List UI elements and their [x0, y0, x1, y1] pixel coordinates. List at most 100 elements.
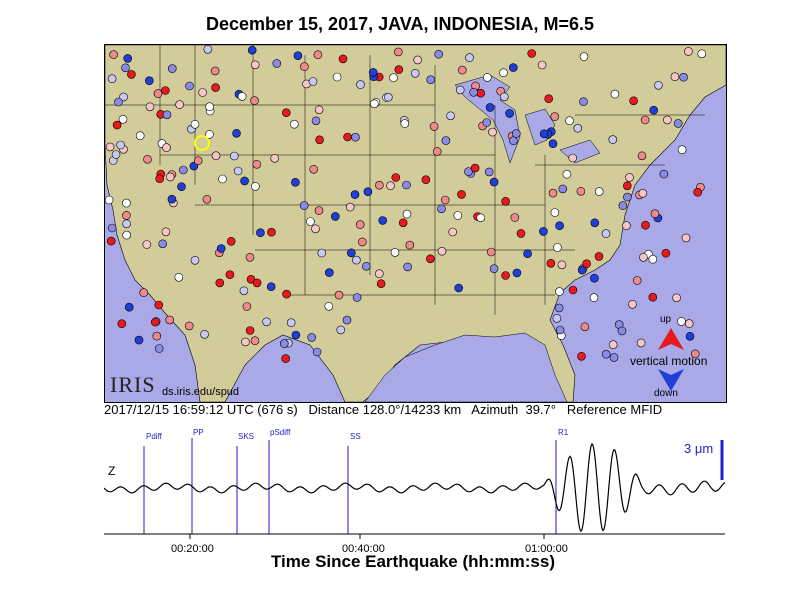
station-marker[interactable]	[552, 313, 562, 323]
station-marker[interactable]	[150, 317, 160, 327]
station-marker[interactable]	[179, 165, 188, 175]
station-marker[interactable]	[434, 49, 444, 59]
station-marker[interactable]	[306, 217, 315, 226]
station-marker[interactable]	[697, 49, 707, 59]
station-marker[interactable]	[512, 268, 522, 278]
station-marker[interactable]	[168, 64, 177, 73]
station-marker[interactable]	[282, 289, 291, 299]
station-marker[interactable]	[106, 236, 116, 246]
station-marker[interactable]	[550, 112, 560, 121]
station-marker[interactable]	[610, 89, 620, 99]
station-marker[interactable]	[638, 188, 648, 198]
station-marker[interactable]	[127, 70, 136, 79]
station-marker[interactable]	[252, 160, 262, 169]
station-marker[interactable]	[637, 151, 647, 161]
station-marker[interactable]	[239, 286, 249, 296]
station-marker[interactable]	[361, 262, 371, 271]
station-marker[interactable]	[555, 325, 565, 335]
station-marker[interactable]	[226, 237, 236, 246]
station-marker[interactable]	[632, 276, 642, 285]
station-marker[interactable]	[554, 303, 564, 313]
station-marker[interactable]	[594, 252, 604, 261]
station-marker[interactable]	[233, 166, 243, 176]
station-marker[interactable]	[639, 253, 648, 262]
station-marker[interactable]	[356, 80, 365, 89]
station-marker[interactable]	[124, 302, 134, 312]
station-marker[interactable]	[325, 268, 334, 277]
station-marker[interactable]	[267, 227, 276, 237]
station-marker[interactable]	[437, 246, 447, 256]
station-marker[interactable]	[470, 163, 480, 173]
station-marker[interactable]	[457, 65, 467, 75]
station-marker[interactable]	[155, 174, 165, 183]
station-marker[interactable]	[654, 80, 663, 90]
station-marker[interactable]	[684, 319, 694, 328]
station-marker[interactable]	[242, 302, 252, 311]
station-marker[interactable]	[145, 102, 155, 112]
station-marker[interactable]	[440, 195, 450, 205]
station-marker[interactable]	[363, 187, 373, 196]
station-marker[interactable]	[250, 60, 260, 70]
station-marker[interactable]	[299, 201, 309, 210]
station-marker[interactable]	[190, 120, 200, 129]
station-marker[interactable]	[441, 136, 451, 145]
station-marker[interactable]	[685, 331, 695, 341]
station-marker[interactable]	[153, 89, 163, 98]
station-marker[interactable]	[331, 212, 340, 221]
station-marker[interactable]	[679, 72, 688, 82]
station-marker[interactable]	[590, 218, 600, 228]
station-marker[interactable]	[393, 47, 403, 57]
station-marker[interactable]	[308, 77, 318, 86]
station-marker[interactable]	[311, 116, 321, 126]
station-marker[interactable]	[661, 248, 671, 258]
station-marker[interactable]	[476, 88, 486, 98]
station-marker[interactable]	[247, 45, 257, 55]
station-marker[interactable]	[118, 115, 128, 124]
station-marker[interactable]	[555, 287, 564, 296]
station-marker[interactable]	[488, 127, 497, 137]
station-marker[interactable]	[394, 65, 404, 74]
station-marker[interactable]	[465, 53, 474, 62]
station-marker[interactable]	[457, 190, 466, 199]
station-marker[interactable]	[282, 108, 291, 117]
station-marker[interactable]	[165, 315, 174, 325]
station-map[interactable]	[104, 44, 727, 403]
station-marker[interactable]	[628, 299, 637, 309]
station-marker[interactable]	[568, 153, 578, 163]
station-marker[interactable]	[437, 204, 446, 214]
station-marker[interactable]	[293, 51, 303, 60]
station-marker[interactable]	[421, 175, 431, 184]
station-marker[interactable]	[677, 145, 687, 154]
station-marker[interactable]	[677, 317, 686, 326]
station-marker[interactable]	[290, 119, 299, 129]
station-marker[interactable]	[573, 123, 583, 133]
station-marker[interactable]	[174, 273, 184, 282]
station-marker[interactable]	[374, 269, 384, 278]
station-marker[interactable]	[523, 249, 532, 258]
station-marker[interactable]	[198, 88, 207, 97]
station-marker[interactable]	[577, 351, 586, 361]
station-marker[interactable]	[403, 262, 412, 272]
station-marker[interactable]	[623, 192, 632, 202]
station-marker[interactable]	[122, 219, 131, 229]
station-marker[interactable]	[590, 273, 599, 283]
station-marker[interactable]	[553, 243, 562, 252]
station-marker[interactable]	[489, 177, 499, 187]
station-marker[interactable]	[123, 54, 133, 63]
station-marker[interactable]	[402, 209, 412, 219]
station-marker[interactable]	[484, 167, 494, 177]
station-marker[interactable]	[510, 213, 520, 222]
station-marker[interactable]	[629, 96, 638, 106]
iris-url[interactable]: ds.iris.edu/spud	[162, 386, 240, 398]
station-marker[interactable]	[314, 105, 324, 115]
station-marker[interactable]	[390, 248, 400, 257]
station-marker[interactable]	[185, 81, 194, 91]
station-marker[interactable]	[315, 135, 324, 145]
station-marker[interactable]	[211, 151, 221, 160]
station-marker[interactable]	[122, 230, 132, 240]
station-marker[interactable]	[609, 353, 619, 362]
station-marker[interactable]	[562, 169, 572, 179]
station-marker[interactable]	[550, 208, 560, 217]
station-marker[interactable]	[557, 260, 567, 270]
station-marker[interactable]	[232, 129, 241, 138]
